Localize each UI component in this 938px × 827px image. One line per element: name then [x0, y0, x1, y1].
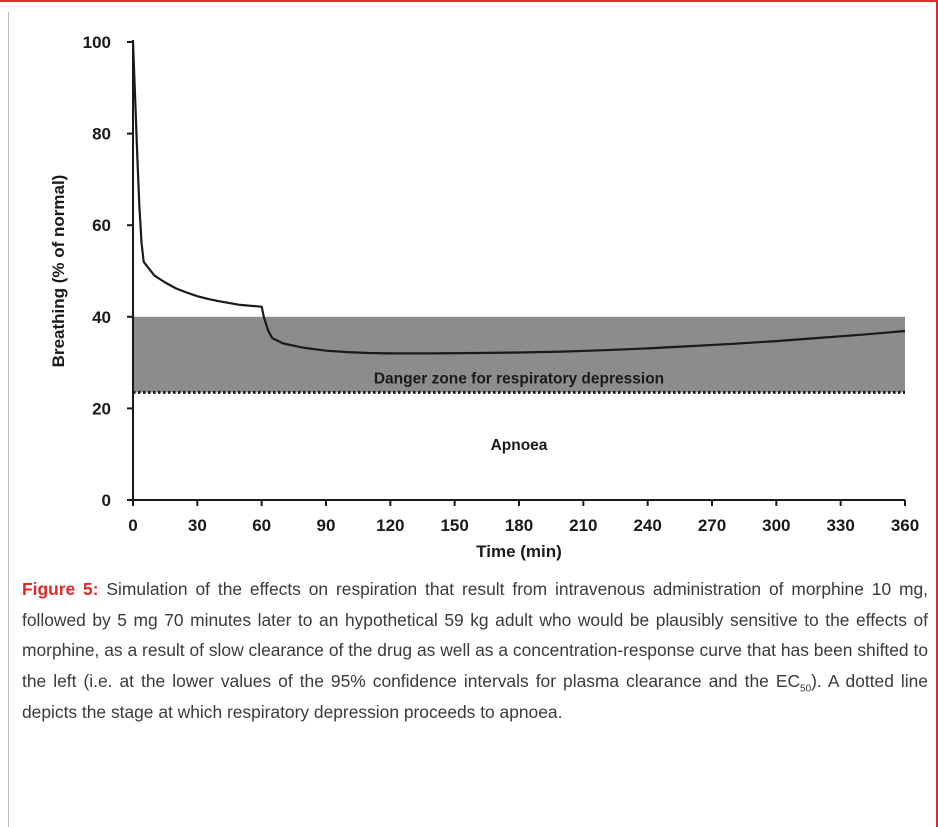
x-tick-label: 30 [188, 516, 207, 535]
x-tick-label: 0 [128, 516, 137, 535]
caption-text: Simulation of the effects on respiration… [22, 579, 929, 692]
right-border [936, 0, 938, 827]
apnoea-label: Apnoea [491, 437, 548, 454]
y-tick-label: 0 [102, 491, 111, 510]
x-tick-label: 240 [633, 516, 661, 535]
x-tick-label: 150 [440, 516, 468, 535]
y-axis-label: Breathing (% of normal) [49, 175, 68, 368]
caption-text-end: ). A dotted line depicts the stage at wh… [22, 671, 928, 722]
x-tick-label: 90 [317, 516, 336, 535]
top-border [0, 0, 938, 2]
x-tick-label: 270 [698, 516, 726, 535]
y-tick-label: 40 [92, 308, 111, 327]
caption-subscript: 50 [800, 683, 812, 695]
y-tick-label: 100 [83, 33, 111, 52]
x-tick-label: 330 [826, 516, 854, 535]
danger-zone-label: Danger zone for respiratory depression [374, 370, 664, 387]
y-tick-label: 60 [92, 216, 111, 235]
x-tick-label: 120 [376, 516, 404, 535]
x-tick-label: 210 [569, 516, 597, 535]
figure-caption: Figure 5: Simulation of the effects on r… [22, 574, 928, 728]
x-axis-label: Time (min) [476, 542, 562, 561]
x-tick-label: 180 [505, 516, 533, 535]
left-rule [8, 12, 9, 827]
x-tick-label: 360 [891, 516, 919, 535]
figure-label: Figure 5: [22, 579, 99, 599]
y-tick-label: 20 [92, 399, 111, 418]
x-tick-label: 60 [252, 516, 271, 535]
breathing-chart: Danger zone for respiratory depression Ap… [49, 33, 919, 561]
y-tick-label: 80 [92, 125, 111, 144]
danger-zone-band [133, 316, 905, 393]
x-tick-label: 300 [762, 516, 790, 535]
breathing-series-line [131, 41, 906, 355]
